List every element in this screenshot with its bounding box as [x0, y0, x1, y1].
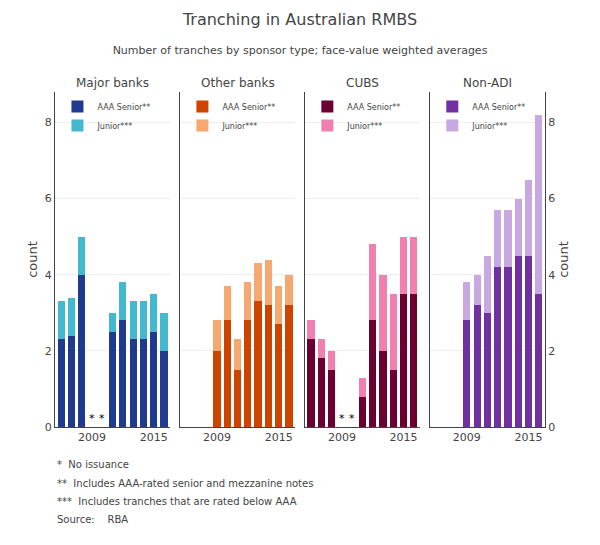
svg-text:Major banks: Major banks — [76, 76, 149, 90]
svg-text:*: * — [99, 412, 105, 425]
svg-text:*: * — [349, 412, 355, 425]
svg-text:AAA Senior**: AAA Senior** — [222, 103, 275, 112]
svg-text:0: 0 — [548, 421, 555, 434]
svg-text:*: * — [339, 412, 345, 425]
svg-text:2015: 2015 — [140, 431, 168, 444]
svg-text:4: 4 — [548, 269, 555, 282]
svg-text:*** Includes tranches that ar: *** Includes tranches that are rated bel… — [57, 496, 297, 507]
svg-text:Junior***: Junior*** — [221, 122, 257, 131]
svg-text:* No issuance: * No issuance — [57, 459, 129, 470]
svg-text:count: count — [25, 241, 40, 278]
svg-text:2009: 2009 — [203, 431, 231, 444]
svg-text:Non-ADI: Non-ADI — [463, 76, 512, 90]
svg-text:CUBS: CUBS — [346, 76, 379, 90]
svg-text:6: 6 — [548, 192, 555, 205]
svg-text:2015: 2015 — [390, 431, 418, 444]
svg-text:2: 2 — [45, 345, 52, 358]
svg-text:AAA Senior**: AAA Senior** — [472, 103, 525, 112]
svg-text:4: 4 — [45, 269, 52, 282]
svg-text:Tranching in Australian RMBS: Tranching in Australian RMBS — [182, 10, 417, 29]
svg-text:*: * — [89, 412, 95, 425]
svg-text:Junior***: Junior*** — [346, 122, 382, 131]
svg-text:2015: 2015 — [515, 431, 543, 444]
svg-text:count: count — [556, 241, 571, 278]
svg-text:AAA Senior**: AAA Senior** — [97, 103, 150, 112]
svg-text:AAA Senior**: AAA Senior** — [347, 103, 400, 112]
svg-text:Other banks: Other banks — [201, 76, 275, 90]
svg-text:2015: 2015 — [265, 431, 293, 444]
svg-text:Source: RBA: Source: RBA — [57, 514, 128, 525]
svg-text:6: 6 — [45, 192, 52, 205]
svg-text:2009: 2009 — [453, 431, 481, 444]
svg-text:Junior***: Junior*** — [96, 122, 132, 131]
svg-text:Number of tranches by sponsor: Number of tranches by sponsor type; face… — [113, 44, 488, 57]
svg-text:8: 8 — [45, 116, 52, 129]
svg-text:2: 2 — [548, 345, 555, 358]
svg-text:2009: 2009 — [78, 431, 106, 444]
svg-text:0: 0 — [45, 421, 52, 434]
svg-text:Junior***: Junior*** — [471, 122, 507, 131]
svg-text:2009: 2009 — [328, 431, 356, 444]
svg-text:** Includes AAA-rated senior: ** Includes AAA-rated senior and mezzani… — [57, 478, 313, 489]
svg-text:8: 8 — [548, 116, 555, 129]
